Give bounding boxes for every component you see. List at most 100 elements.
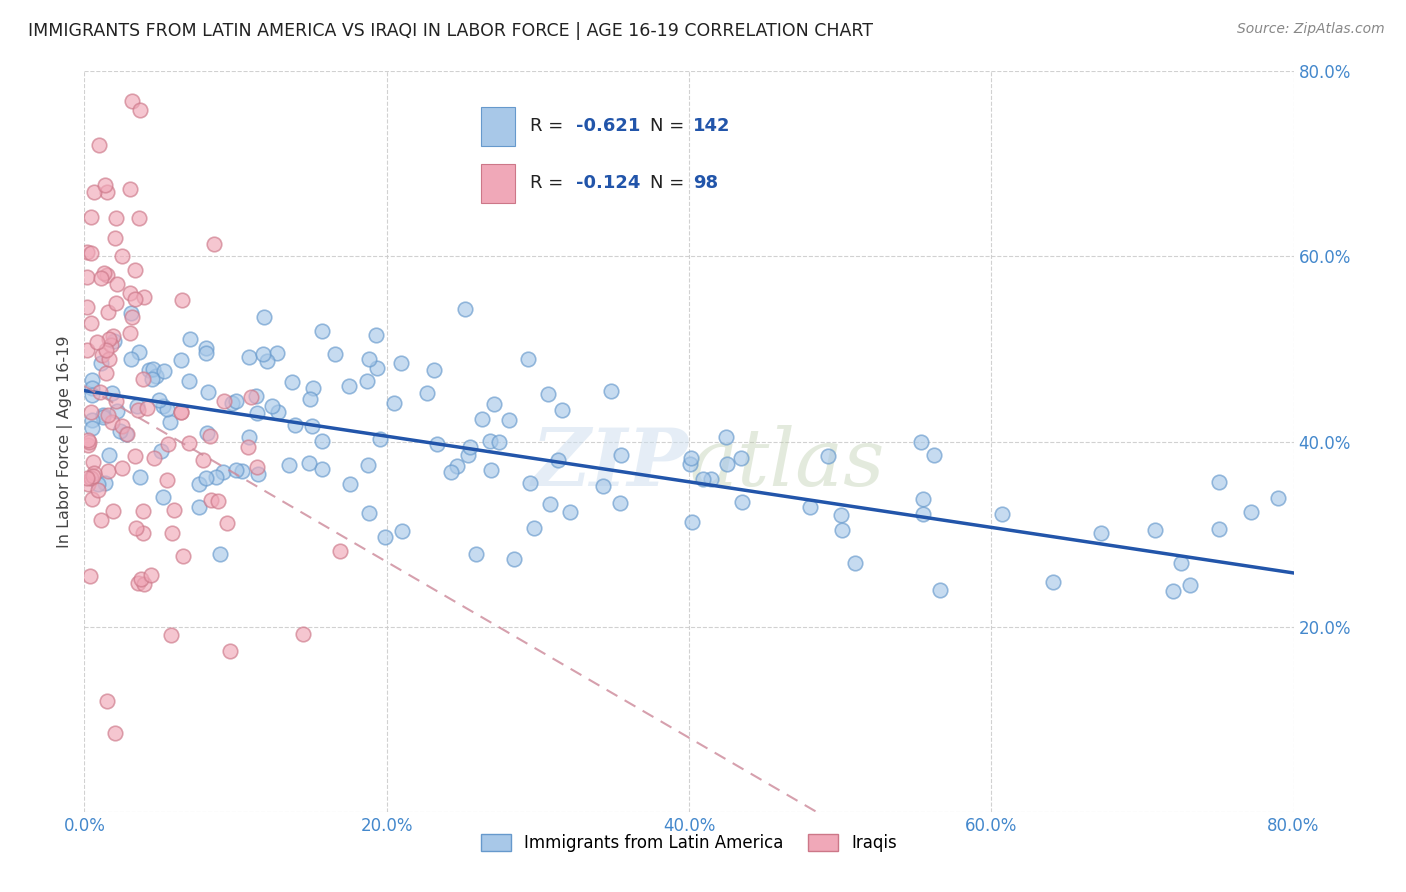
Point: [240, 390, 263, 404]
Point: [76, 244, 98, 259]
Point: [104, 393, 127, 408]
Point: [366, 360, 388, 375]
Point: [1170, 556, 1192, 570]
Point: [93, 267, 115, 281]
Point: [311, 461, 333, 475]
Text: IMMIGRANTS FROM LATIN AMERICA VS IRAQI IN LABOR FORCE | AGE 16-19 CORRELATION CH: IMMIGRANTS FROM LATIN AMERICA VS IRAQI I…: [28, 22, 873, 40]
Point: [519, 475, 541, 490]
Point: [1042, 574, 1064, 589]
Point: [138, 363, 160, 377]
Point: [80, 246, 103, 260]
Point: [458, 440, 481, 454]
Point: [86, 483, 108, 498]
Point: [148, 392, 170, 407]
Point: [120, 181, 142, 195]
Point: [422, 363, 444, 377]
Point: [844, 556, 866, 570]
Point: [160, 628, 183, 642]
Point: [700, 472, 723, 486]
Point: [337, 379, 360, 393]
Point: [471, 412, 494, 426]
Point: [145, 369, 167, 384]
Point: [426, 436, 449, 450]
Point: [86, 334, 108, 349]
Point: [170, 405, 193, 419]
Point: [231, 464, 253, 478]
Point: [714, 430, 737, 444]
Point: [120, 351, 142, 366]
Point: [692, 472, 714, 486]
Point: [97, 465, 120, 479]
Point: [245, 389, 267, 403]
Point: [391, 524, 413, 538]
Point: [610, 448, 633, 462]
Point: [80, 387, 103, 401]
Point: [115, 426, 138, 441]
Point: [103, 334, 125, 348]
Point: [454, 301, 477, 316]
Point: [922, 448, 945, 462]
Point: [143, 451, 166, 466]
Point: [94, 475, 117, 490]
Point: [187, 476, 209, 491]
Point: [124, 450, 146, 464]
Point: [252, 347, 274, 361]
Point: [238, 430, 260, 444]
Point: [221, 396, 243, 410]
Point: [111, 250, 134, 264]
Point: [79, 568, 101, 582]
Point: [118, 326, 141, 340]
Legend: Immigrants from Latin America, Iraqis: Immigrants from Latin America, Iraqis: [474, 828, 904, 859]
Point: [991, 508, 1014, 522]
Point: [76, 471, 98, 485]
Point: [207, 493, 229, 508]
Point: [311, 324, 333, 338]
Point: [187, 500, 209, 514]
Point: [90, 270, 112, 285]
Point: [91, 410, 114, 425]
Point: [80, 373, 103, 387]
Point: [136, 401, 159, 416]
Point: [128, 344, 150, 359]
Point: [79, 435, 101, 450]
Point: [679, 450, 702, 465]
Point: [284, 418, 307, 433]
Point: [101, 385, 124, 400]
Point: [141, 371, 163, 385]
Point: [731, 495, 754, 509]
Point: [83, 185, 105, 199]
Point: [160, 526, 183, 541]
Point: [82, 455, 104, 469]
Point: [194, 471, 217, 485]
Point: [236, 440, 259, 454]
Point: [225, 463, 247, 477]
Point: [478, 434, 501, 448]
Point: [104, 726, 127, 740]
Point: [266, 346, 288, 360]
Point: [127, 399, 149, 413]
Point: [302, 381, 325, 395]
Point: [94, 178, 117, 193]
Point: [253, 310, 276, 324]
Point: [80, 316, 103, 330]
Point: [356, 374, 378, 388]
Point: [94, 343, 117, 358]
Point: [121, 94, 143, 108]
Point: [364, 327, 387, 342]
Point: [131, 572, 153, 586]
Point: [928, 582, 950, 597]
Point: [80, 491, 103, 506]
Text: Source: ZipAtlas.com: Source: ZipAtlas.com: [1237, 22, 1385, 37]
Point: [202, 236, 225, 251]
Point: [87, 477, 110, 491]
Point: [558, 505, 581, 519]
Point: [132, 577, 155, 591]
Point: [301, 419, 323, 434]
Point: [679, 457, 702, 471]
Point: [416, 385, 439, 400]
Point: [498, 413, 520, 427]
Point: [96, 185, 118, 199]
Point: [368, 432, 391, 446]
Point: [205, 470, 228, 484]
Point: [79, 210, 101, 224]
